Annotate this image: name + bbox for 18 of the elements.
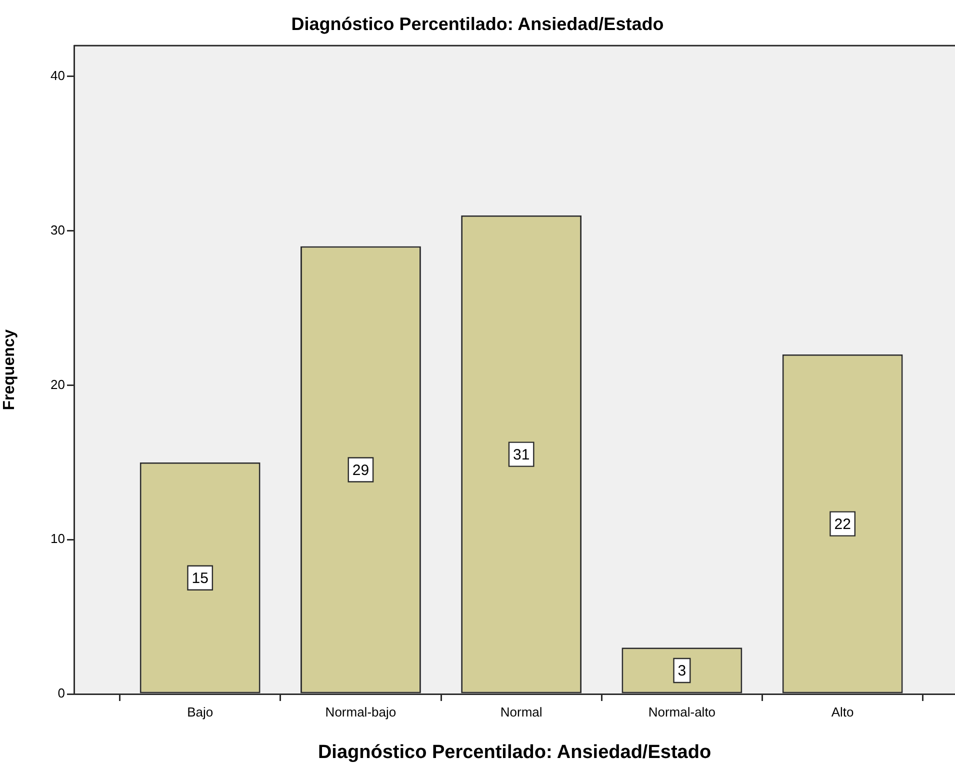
data-label: 22 xyxy=(834,516,851,533)
x-tick-label: Bajo xyxy=(187,704,214,720)
y-tick-label: 30 xyxy=(50,222,65,238)
y-tick-label: 0 xyxy=(58,686,65,701)
y-tick-label: 40 xyxy=(50,68,65,84)
x-tick-label: Normal xyxy=(500,704,542,720)
data-label: 31 xyxy=(512,446,530,464)
x-tick-label: Normal-alto xyxy=(648,704,716,720)
x-tick-label: Alto xyxy=(831,704,854,720)
chart-title: Diagnóstico Percentilado: Ansiedad/Estado xyxy=(291,14,664,34)
x-axis-title: Diagnóstico Percentilado: Ansiedad/Estado xyxy=(318,742,712,763)
y-axis-title: Frequency xyxy=(1,329,18,410)
data-label: 3 xyxy=(678,662,686,680)
y-tick-label: 10 xyxy=(50,531,65,546)
y-tick-label: 20 xyxy=(50,376,65,392)
x-tick-label: Normal-bajo xyxy=(325,704,396,720)
data-label: 29 xyxy=(352,462,370,479)
data-label: 15 xyxy=(192,570,208,587)
